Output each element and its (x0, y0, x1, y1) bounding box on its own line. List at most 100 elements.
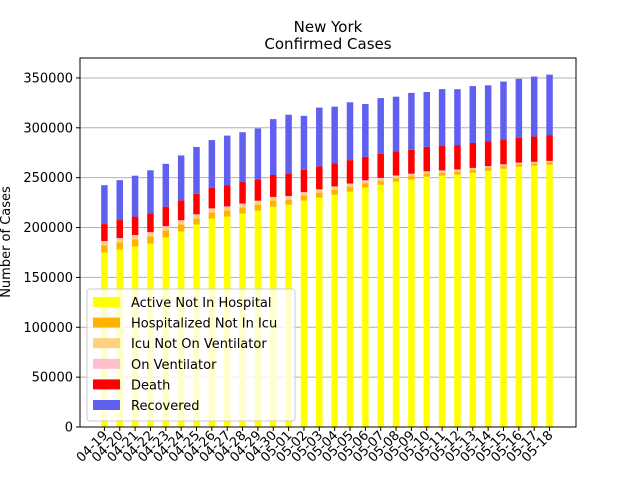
bar-segment (484, 166, 492, 167)
bar-segment (162, 206, 170, 227)
bar-segment (223, 185, 231, 207)
bar-segment (223, 206, 231, 208)
bar-segment (131, 175, 139, 217)
bar-segment (254, 201, 262, 205)
bar-segment (362, 103, 369, 157)
bar-segment (177, 155, 185, 201)
bar-segment (116, 239, 123, 243)
bar-segment (239, 203, 246, 205)
bar-segment (331, 194, 338, 427)
bar-segment (131, 236, 139, 240)
bar-segment (300, 192, 308, 194)
bar-segment (438, 172, 446, 176)
bar-segment (208, 212, 216, 219)
bar-segment (377, 98, 384, 154)
bar-segment (530, 165, 538, 427)
y-tick-label: 50000 (32, 371, 73, 386)
bar-segment (162, 163, 170, 207)
bar-segment (131, 239, 139, 247)
bar-segment (147, 233, 154, 237)
bar-segment (101, 185, 108, 225)
bar-segment (177, 221, 185, 225)
y-tick-label: 300000 (23, 121, 73, 136)
bar-segment (484, 166, 492, 169)
bar-segment (254, 204, 262, 211)
bar-segment (208, 208, 216, 210)
bar-segment (254, 128, 262, 180)
bar-segment (500, 166, 507, 169)
bar-segment (362, 181, 369, 184)
bar-segment (408, 173, 415, 175)
bar-segment (300, 195, 308, 201)
bar-segment (147, 213, 154, 233)
bar-segment (500, 81, 507, 140)
bar-segment (116, 180, 123, 221)
bar-segment (546, 161, 553, 163)
bar-segment (254, 200, 262, 202)
bar-segment (177, 220, 185, 222)
bar-segment (101, 241, 108, 243)
bar-segment (530, 136, 538, 162)
bar-segment (515, 166, 523, 428)
bar-segment (193, 218, 200, 225)
bar-segment (254, 179, 262, 201)
bar-segment (377, 180, 384, 185)
bar-segment (316, 190, 323, 193)
bar-segment (438, 171, 446, 173)
bar-segment (515, 137, 523, 163)
bar-segment (331, 106, 338, 164)
bar-segment (377, 153, 384, 178)
bar-segment (423, 176, 430, 427)
bar-segment (239, 204, 246, 208)
bar-segment (285, 196, 292, 198)
bar-segment (346, 160, 354, 184)
bar-segment (162, 227, 170, 231)
bar-segment (438, 89, 446, 146)
bar-segment (423, 171, 430, 172)
bar-segment (454, 169, 461, 171)
bar-segment (300, 169, 308, 193)
bar-segment (239, 182, 246, 204)
bar-segment (193, 215, 200, 219)
bar-segment (116, 238, 123, 240)
bar-segment (147, 232, 154, 234)
bar-segment (316, 166, 323, 190)
bar-segment (484, 168, 492, 171)
y-axis: 0 50000 100000 150000 200000 250000 300000 3500… (23, 71, 80, 436)
bar-segment (331, 189, 338, 195)
y-tick-label: 350000 (23, 71, 73, 86)
bar-segment (346, 186, 354, 192)
bar-segment (131, 235, 139, 237)
bar-segment (408, 149, 415, 174)
bar-segment (454, 171, 461, 175)
bar-segment (392, 181, 400, 427)
bar-segment (300, 200, 308, 427)
bar-segment (408, 179, 415, 427)
bar-segment (223, 210, 231, 217)
bar-segment (101, 245, 108, 253)
bar-segment (270, 196, 277, 198)
chart-subtitle: Confirmed Cases (264, 35, 391, 53)
bar-segment (239, 132, 246, 183)
bar-segment (362, 187, 369, 427)
bar-segment (469, 168, 477, 170)
legend-label: Death (131, 378, 170, 393)
bar-segment (515, 78, 523, 138)
bar-segment (193, 193, 200, 215)
bar-segment (454, 174, 461, 427)
bar-segment (193, 214, 200, 216)
bar-segment (193, 146, 200, 194)
bar-segment (454, 89, 461, 146)
bar-segment (469, 86, 477, 143)
bar-segment (515, 164, 523, 167)
bar-segment (392, 175, 400, 177)
bar-segment (362, 156, 369, 181)
y-tick-label: 0 (65, 421, 73, 436)
bar-segment (147, 170, 154, 214)
bar-segment (500, 164, 507, 167)
bar-segment (346, 102, 354, 161)
bar-segment (285, 173, 292, 197)
legend-swatch (93, 379, 120, 390)
bar-segment (162, 230, 170, 238)
